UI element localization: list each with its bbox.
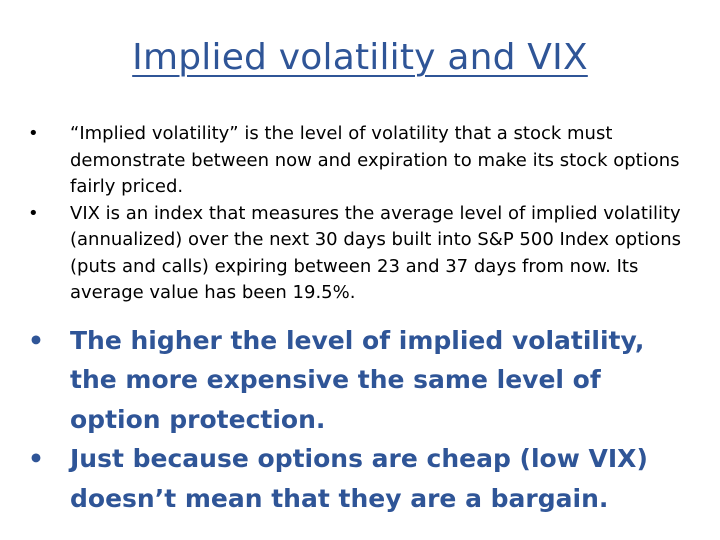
- bullet-spacer: [28, 307, 688, 321]
- bullet-vix-definition: • VIX is an index that measures the aver…: [28, 201, 688, 307]
- bullet-icon: •: [28, 202, 39, 224]
- bullet-cheap-options: • Just because options are cheap (low VI…: [28, 439, 688, 518]
- bullet-text: The higher the level of implied volatili…: [70, 325, 645, 434]
- slide-title: Implied volatility and VIX: [132, 37, 588, 78]
- bullet-icon: •: [28, 325, 44, 355]
- bullet-implied-volatility-definition: • “Implied volatility” is the level of v…: [28, 121, 688, 201]
- bullet-higher-volatility: • The higher the level of implied volati…: [28, 321, 688, 440]
- bullet-list: • “Implied volatility” is the level of v…: [28, 121, 688, 518]
- bullet-text: VIX is an index that measures the averag…: [70, 202, 682, 304]
- bullet-icon: •: [28, 123, 39, 144]
- bullet-text: Just because options are cheap (low VIX)…: [70, 444, 648, 513]
- bullet-icon: •: [28, 444, 44, 473]
- bullet-text: “Implied volatility” is the level of vol…: [70, 123, 680, 197]
